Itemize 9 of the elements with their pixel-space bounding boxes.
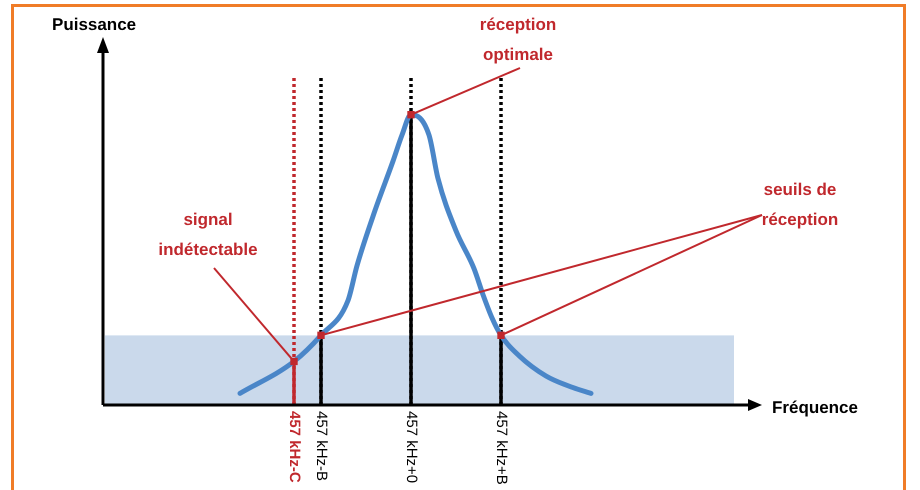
annotation: réception optimale (480, 15, 556, 64)
x-axis-title: Fréquence (772, 398, 858, 417)
x-tick-label: 457 kHz-C (286, 411, 303, 483)
x-tick-label: 457 kHz+0 (402, 411, 420, 484)
y-axis-title: Puissance (52, 15, 136, 34)
annotation: signal indétectable (158, 210, 258, 259)
x-tick-label: 457 kHz+B (492, 411, 510, 485)
x-tick-label: 457 kHz-B (312, 411, 330, 482)
annotation: seuils de réception (762, 180, 838, 229)
